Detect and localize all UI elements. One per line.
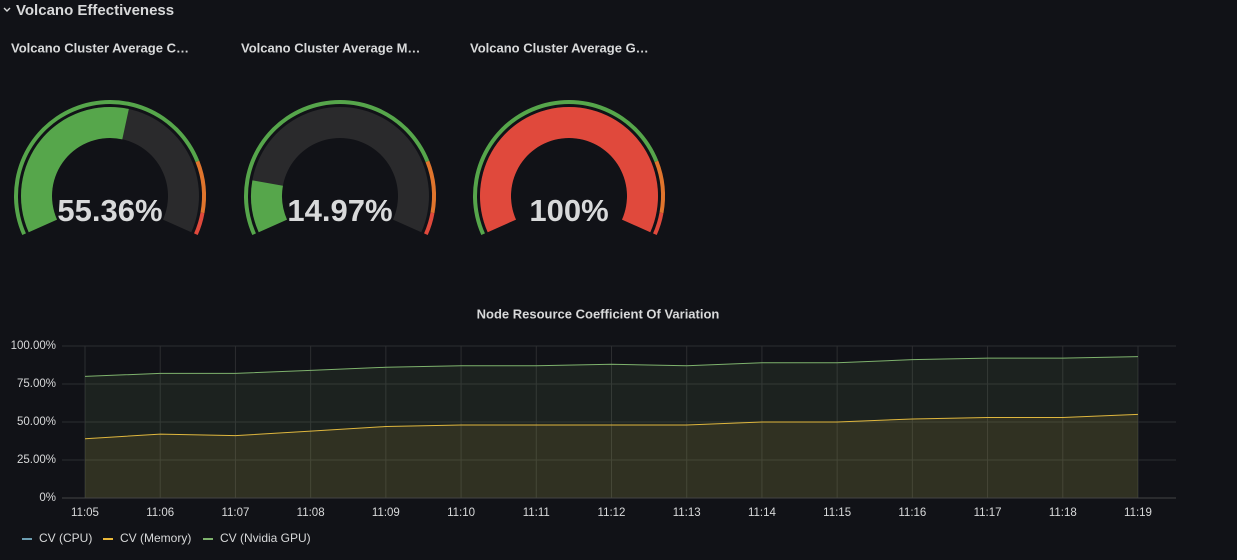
panel-title: Volcano Cluster Average M… [241,40,420,55]
x-tick-label: 11:12 [598,507,626,519]
y-tick-label: 75.00% [17,378,56,390]
panel-title: Node Resource Coefficient Of Variation [477,306,720,321]
x-tick-label: 11:17 [974,507,1002,519]
panel-title: Volcano Cluster Average G… [470,40,649,55]
threshold-band [425,160,437,214]
gauge-value [20,106,129,233]
gauge-value [251,180,288,233]
threshold-band [653,212,664,236]
gauge-value [480,106,658,233]
x-tick-label: 11:16 [898,507,926,519]
x-tick-label: 11:06 [146,507,174,519]
gauge-track [251,106,429,233]
x-tick-label: 11:19 [1124,507,1152,519]
series-line [84,413,1139,440]
y-tick-label: 25.00% [17,454,56,466]
legend-label: CV (Memory) [120,531,191,545]
gauge-value-label: 55.36% [57,193,162,228]
y-tick-label: 50.00% [17,416,56,428]
y-tick-label: 0% [39,492,56,504]
x-tick-label: 11:11 [523,507,550,519]
gauge-value-label: 14.97% [287,193,392,228]
panel-title: Volcano Cluster Average C… [11,40,189,55]
x-tick-label: 11:18 [1049,507,1077,519]
area-fill [85,414,1138,498]
x-tick-label: 11:08 [297,507,325,519]
y-tick-label: 100.00% [11,340,56,352]
area-fill [85,356,1138,498]
x-tick-label: 11:14 [748,507,777,519]
legend-label: CV (Nvidia GPU) [220,531,311,545]
threshold-band [424,212,435,236]
collapse-chevron[interactable] [3,7,11,12]
x-tick-label: 11:10 [447,507,475,519]
legend-label: CV (CPU) [39,531,92,545]
x-tick-label: 11:07 [221,507,249,519]
series-line [84,356,1139,377]
threshold-band [194,212,205,236]
x-tick-label: 11:05 [71,507,99,519]
x-tick-label: 11:09 [372,507,400,519]
row-title[interactable]: Volcano Effectiveness [16,2,174,19]
x-tick-label: 11:15 [823,507,851,519]
x-tick-label: 11:13 [673,507,701,519]
threshold-band [195,160,207,214]
threshold-band [654,160,666,214]
gauge-value-label: 100% [529,193,608,228]
